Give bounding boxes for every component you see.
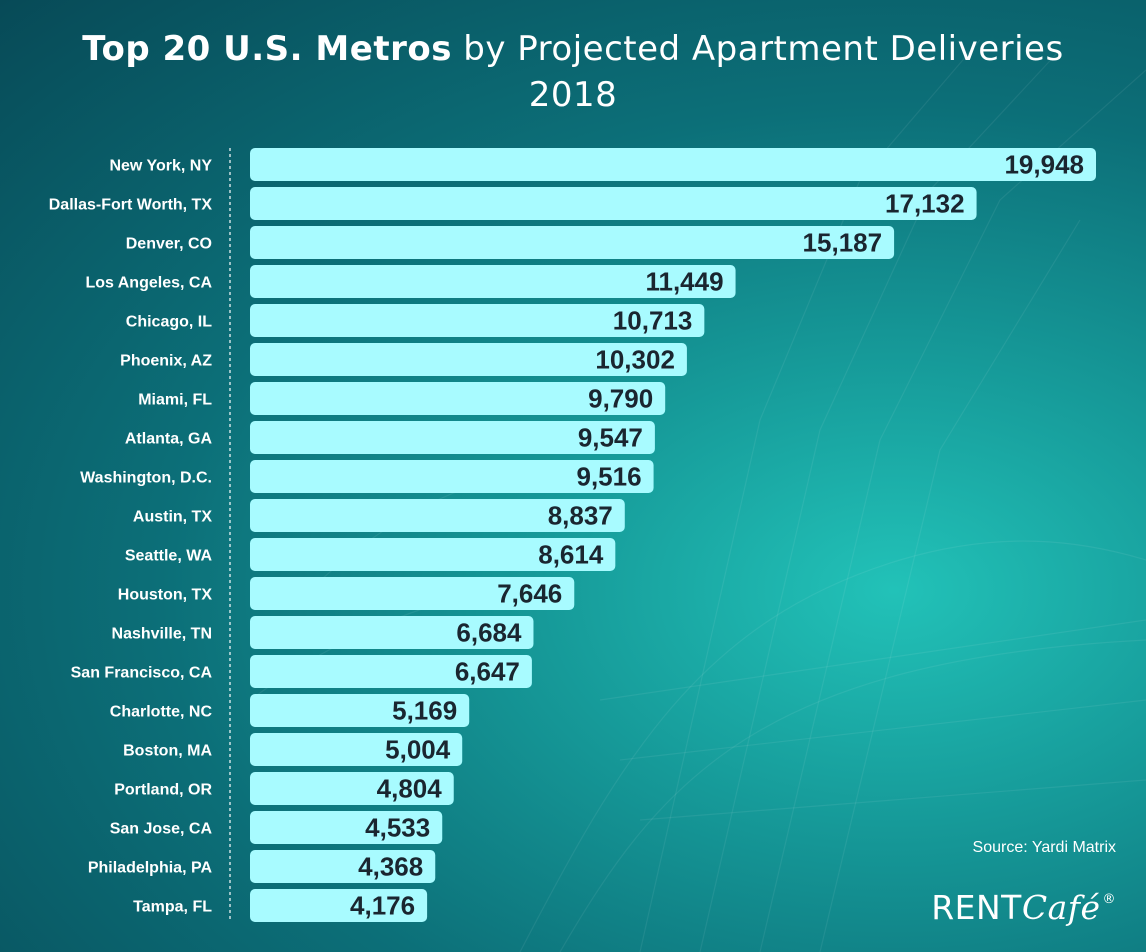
bar-12	[250, 616, 534, 649]
title-year: 2018	[528, 75, 618, 115]
category-label-11: Houston, TX	[118, 587, 213, 604]
category-label-16: Portland, OR	[114, 782, 212, 799]
value-label-16: 4,804	[377, 774, 443, 804]
bar-9	[250, 499, 625, 532]
bar-11	[250, 577, 575, 610]
category-label-15: Boston, MA	[123, 743, 212, 760]
category-label-12: Nashville, TN	[112, 626, 212, 643]
value-label-18: 4,368	[358, 852, 423, 882]
bar-10	[250, 538, 616, 571]
value-label-7: 9,547	[578, 423, 643, 453]
category-label-6: Miami, FL	[138, 392, 212, 409]
value-label-15: 5,004	[385, 735, 451, 765]
value-label-11: 7,646	[497, 579, 562, 609]
bar-19	[250, 889, 428, 922]
bar-2	[250, 226, 895, 259]
value-label-10: 8,614	[538, 540, 604, 570]
value-label-2: 15,187	[803, 228, 883, 258]
value-label-9: 8,837	[548, 501, 613, 531]
title-bold-part: Top 20 U.S. Metros	[82, 29, 452, 69]
bar-15	[250, 733, 463, 766]
logo-cafe: Café	[1021, 888, 1101, 927]
bar-7	[250, 421, 655, 454]
category-label-3: Los Angeles, CA	[85, 275, 212, 292]
logo-registered: ®	[1102, 892, 1116, 907]
bar-8	[250, 460, 654, 493]
value-label-19: 4,176	[350, 891, 415, 921]
value-label-6: 9,790	[588, 384, 653, 414]
title-light-part: by Projected Apartment Deliveries	[463, 29, 1064, 69]
category-label-19: Tampa, FL	[133, 899, 212, 916]
value-label-3: 11,449	[645, 267, 723, 297]
category-label-10: Seattle, WA	[125, 548, 213, 565]
bar-5	[250, 343, 687, 376]
category-label-18: Philadelphia, PA	[88, 860, 213, 877]
bar-16	[250, 772, 454, 805]
category-label-0: New York, NY	[109, 158, 212, 175]
category-label-8: Washington, D.C.	[80, 470, 212, 487]
category-label-14: Charlotte, NC	[110, 704, 213, 721]
value-label-8: 9,516	[576, 462, 641, 492]
bar-13	[250, 655, 532, 688]
value-label-17: 4,533	[365, 813, 430, 843]
category-label-2: Denver, CO	[126, 236, 212, 253]
value-label-14: 5,169	[392, 696, 457, 726]
bar-6	[250, 382, 666, 415]
category-label-9: Austin, TX	[133, 509, 212, 526]
category-label-13: San Francisco, CA	[71, 665, 213, 682]
bar-0	[250, 148, 1096, 181]
bar-1	[250, 187, 977, 220]
category-label-7: Atlanta, GA	[125, 431, 213, 448]
bar-18	[250, 850, 436, 883]
source-note: Source: Yardi Matrix	[972, 839, 1116, 856]
value-label-12: 6,684	[456, 618, 522, 648]
bar-17	[250, 811, 443, 844]
value-label-0: 19,948	[1004, 150, 1084, 180]
category-label-5: Phoenix, AZ	[120, 353, 212, 370]
category-label-17: San Jose, CA	[110, 821, 213, 838]
bar-3	[250, 265, 736, 298]
value-label-5: 10,302	[595, 345, 675, 375]
chart-title: Top 20 U.S. Metros by Projected Apartmen…	[0, 26, 1146, 118]
category-label-4: Chicago, IL	[126, 314, 212, 331]
rentcafe-logo: RENTCafé ®	[931, 888, 1116, 927]
value-label-4: 10,713	[613, 306, 693, 336]
bar-4	[250, 304, 705, 337]
category-label-1: Dallas-Fort Worth, TX	[49, 197, 213, 214]
logo-rent: RENT	[931, 888, 1022, 927]
bar-14	[250, 694, 470, 727]
value-label-1: 17,132	[885, 189, 965, 219]
value-label-13: 6,647	[455, 657, 520, 687]
